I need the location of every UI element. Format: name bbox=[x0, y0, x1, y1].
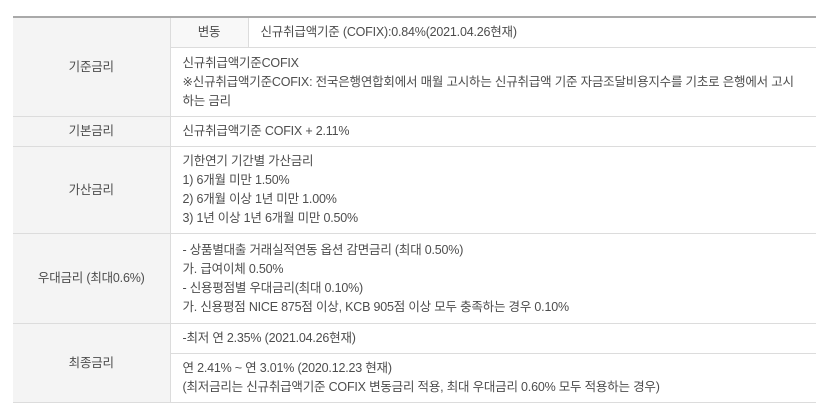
added-rate-line: 1) 6개월 미만 1.50% bbox=[182, 173, 290, 187]
final-rate-range-line: 연 2.41% ~ 연 3.01% (2020.12.23 현재) bbox=[182, 361, 393, 375]
row-label-base-rate: 기준금리 bbox=[13, 17, 170, 117]
table-row: 가산금리 기한연기 기간별 가산금리 1) 6개월 미만 1.50% 2) 6개… bbox=[13, 146, 816, 234]
final-rate-range-cell: 연 2.41% ~ 연 3.01% (2020.12.23 현재) (최저금리는… bbox=[169, 353, 816, 403]
table-row: 기준금리 변동 신규취급액기준 (COFIX):0.84%(2021.04.26… bbox=[13, 17, 816, 117]
added-rate-value-cell: 기한연기 기간별 가산금리 1) 6개월 미만 1.50% 2) 6개월 이상 … bbox=[169, 146, 816, 234]
table-row: 기본금리 신규취급액기준 COFIX + 2.11% bbox=[13, 116, 816, 147]
preferential-rate-line: - 상품별대출 거래실적연동 옵션 감면금리 (최대 0.50%) bbox=[182, 242, 464, 257]
final-rate-min-cell: -최저 연 2.35% (2021.04.26현재) bbox=[169, 323, 816, 354]
table-row: 연 2.41% ~ 연 3.01% (2020.12.23 현재) (최저금리는… bbox=[13, 353, 816, 403]
interest-rate-table: 기준금리 변동 신규취급액기준 (COFIX):0.84%(2021.04.26… bbox=[13, 16, 816, 403]
preferential-rate-line: - 신용평점별 우대금리(최대 0.10%) bbox=[182, 280, 364, 295]
row-label-basic-rate: 기본금리 bbox=[13, 116, 170, 147]
base-rate-description-line: 신규취급액기준COFIX bbox=[182, 55, 299, 70]
added-rate-line: 2) 6개월 이상 1년 미만 1.00% bbox=[182, 192, 337, 206]
table-row: 최종금리 -최저 연 2.35% (2021.04.26현재) bbox=[13, 323, 816, 403]
final-rate-range-line: (최저금리는 신규취급액기준 COFIX 변동금리 적용, 최대 우대금리 0.… bbox=[182, 380, 660, 394]
added-rate-line: 3) 1년 이상 1년 6개월 미만 0.50% bbox=[182, 211, 359, 225]
base-rate-value-cell: 신규취급액기준 (COFIX):0.84%(2021.04.26현재) bbox=[247, 17, 816, 48]
table-row: 신규취급액기준COFIX ※신규취급액기준COFIX: 전국은행연합회에서 매월… bbox=[13, 47, 816, 117]
preferential-rate-line: 가. 신용평점 NICE 875점 이상, KCB 905점 이상 모두 충족하… bbox=[182, 299, 570, 314]
preferential-rate-line: 가. 급여이체 0.50% bbox=[182, 261, 284, 276]
base-rate-type-cell: 변동 bbox=[169, 17, 248, 48]
row-label-final-rate: 최종금리 bbox=[13, 323, 170, 403]
added-rate-line: 기한연기 기간별 가산금리 bbox=[182, 154, 314, 168]
base-rate-description-line: ※신규취급액기준COFIX: 전국은행연합회에서 매월 고시하는 신규취급액 기… bbox=[182, 74, 795, 108]
preferential-rate-value-cell: - 상품별대출 거래실적연동 옵션 감면금리 (최대 0.50%) 가. 급여이… bbox=[169, 233, 816, 324]
basic-rate-value-cell: 신규취급액기준 COFIX + 2.11% bbox=[169, 116, 816, 147]
row-label-preferential-rate: 우대금리 (최대0.6%) bbox=[13, 233, 170, 324]
base-rate-description-cell: 신규취급액기준COFIX ※신규취급액기준COFIX: 전국은행연합회에서 매월… bbox=[169, 47, 816, 117]
table-row: 우대금리 (최대0.6%) - 상품별대출 거래실적연동 옵션 감면금리 (최대… bbox=[13, 233, 816, 324]
row-label-added-rate: 가산금리 bbox=[13, 146, 170, 234]
